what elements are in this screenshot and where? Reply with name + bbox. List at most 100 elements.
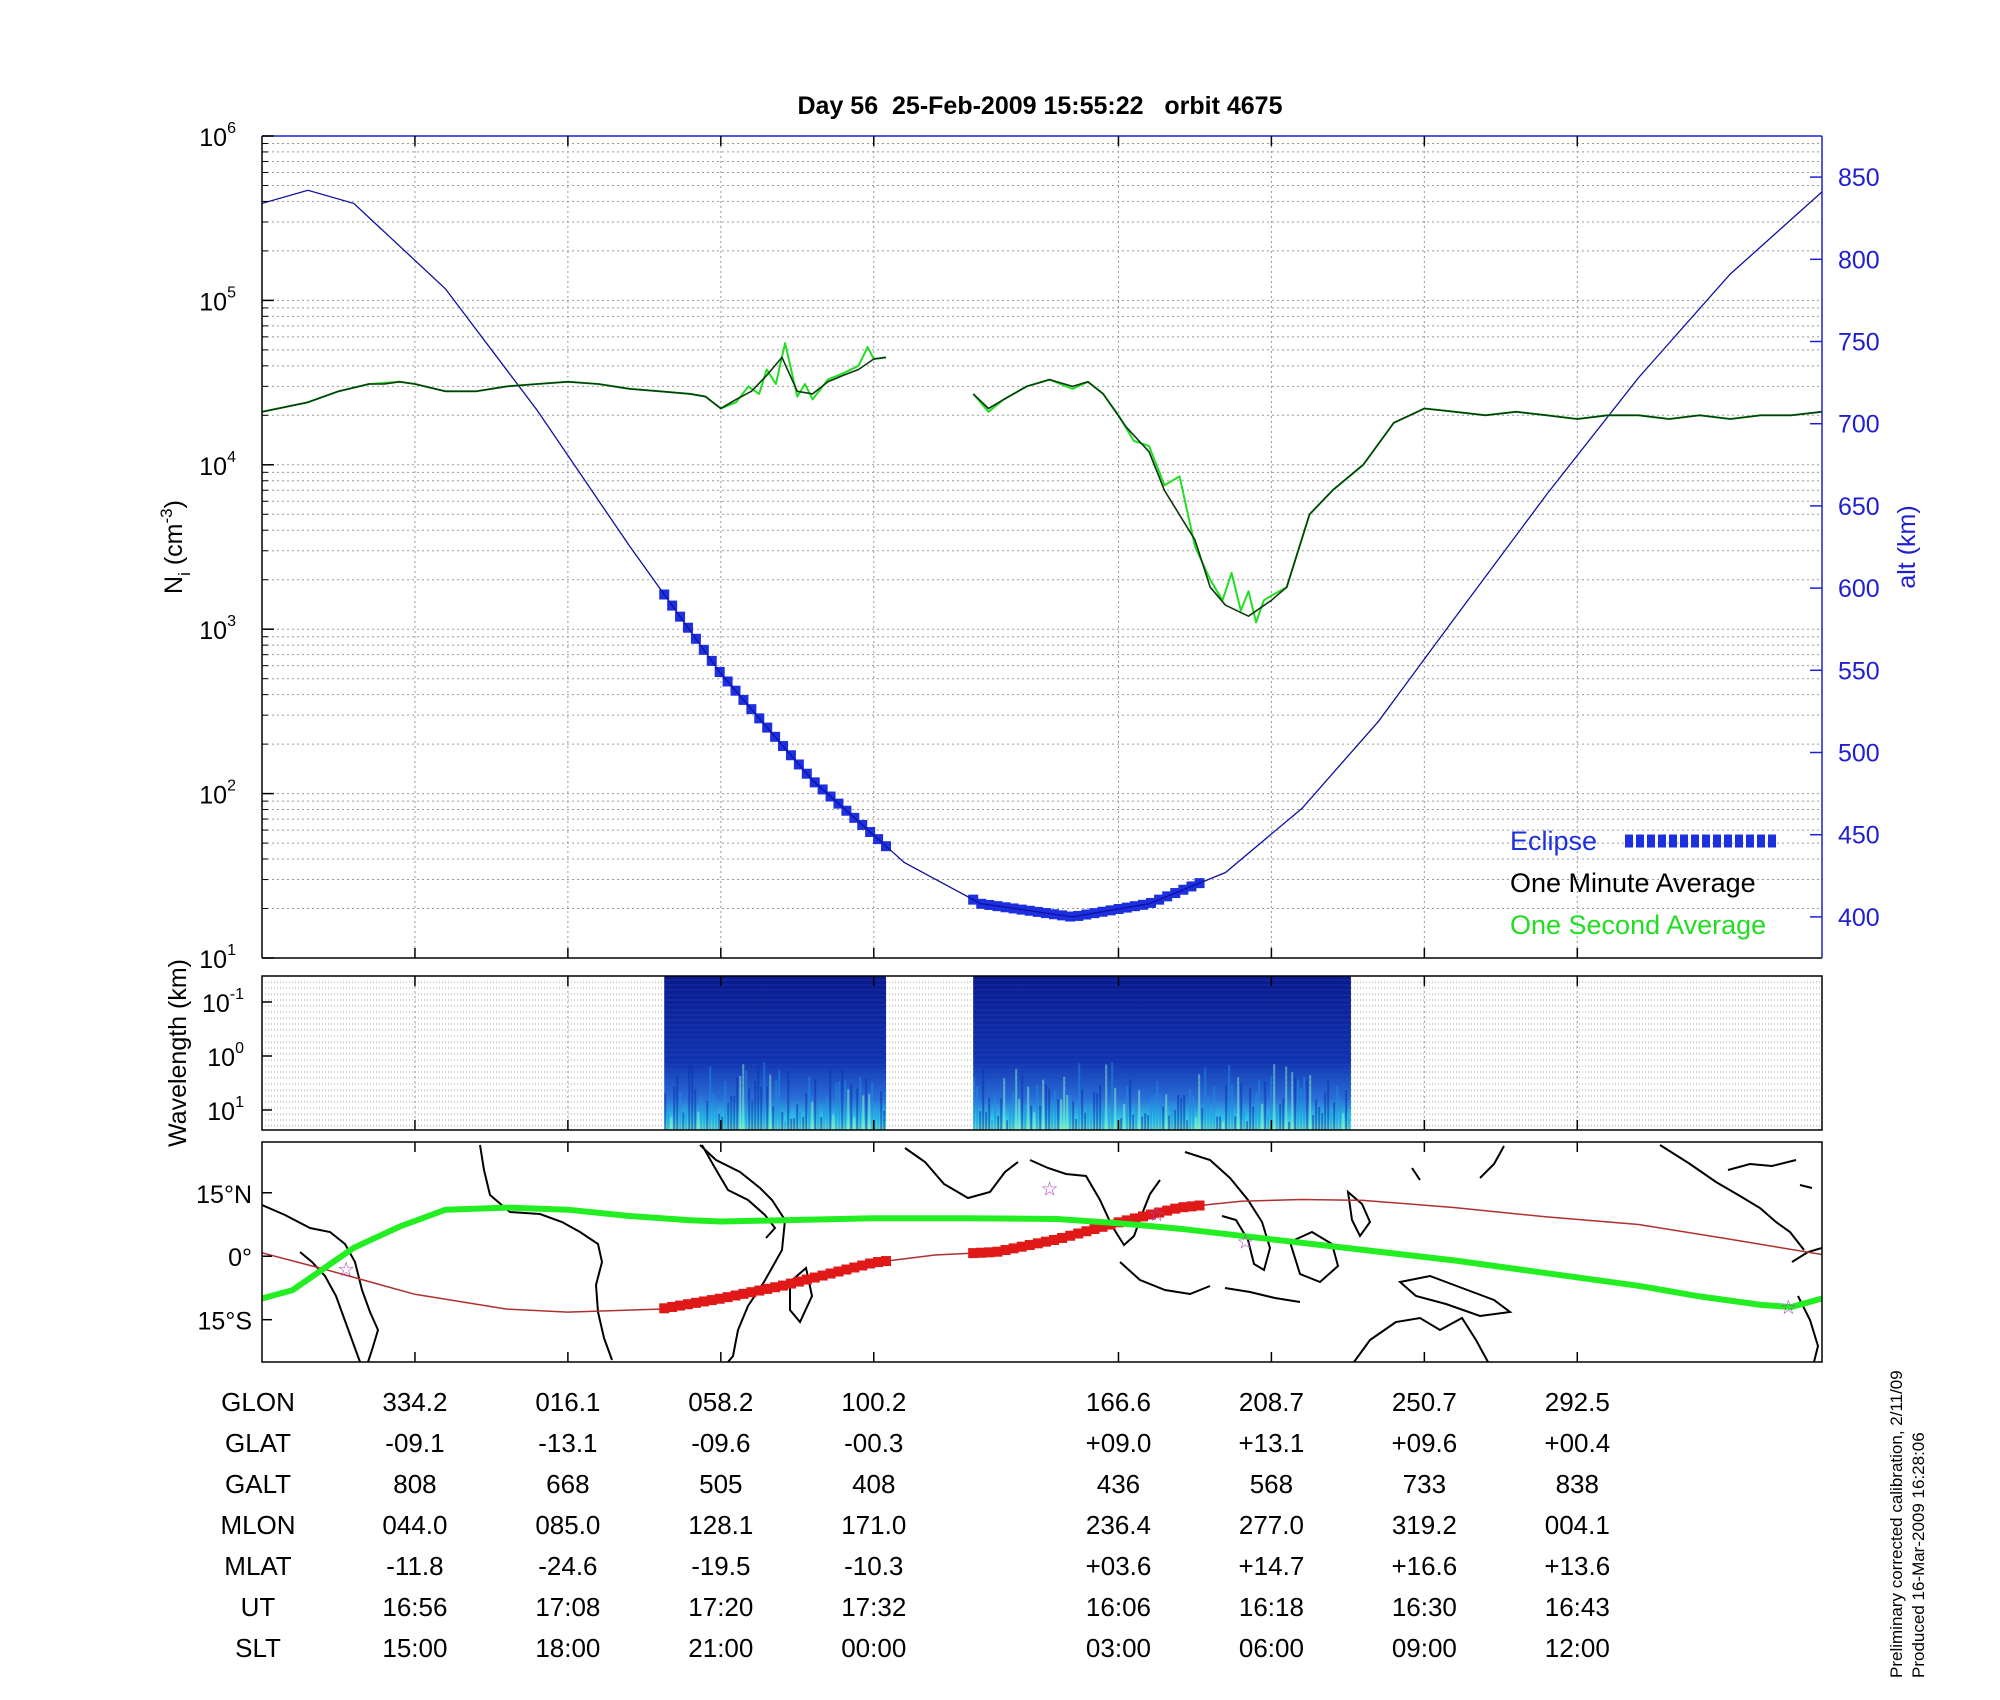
- spectrogram-column: [1003, 1078, 1006, 1130]
- ephemeris-cell: 03:00: [1086, 1633, 1151, 1663]
- wavelength-tick-label: 101: [207, 1094, 244, 1126]
- spectrogram-column: [781, 1111, 784, 1130]
- ephemeris-row-label: GLON: [221, 1387, 295, 1417]
- spectrogram-column: [772, 1106, 775, 1130]
- spectrogram-column: [745, 1070, 748, 1130]
- ytick-exponent: 4: [227, 449, 236, 466]
- track-eclipse-marker: [1146, 1209, 1157, 1220]
- spectrogram-column: [685, 1111, 688, 1130]
- spectrogram-column: [1327, 1080, 1330, 1130]
- spectrogram-column: [1036, 1084, 1039, 1130]
- ephemeris-row-label: UT: [241, 1592, 276, 1622]
- track-eclipse-marker: [730, 1290, 741, 1301]
- ephemeris-cell: +00.4: [1544, 1428, 1610, 1458]
- spectrogram-column: [1189, 1089, 1192, 1130]
- spectrogram-column: [1306, 1080, 1309, 1130]
- spectrogram-column: [1075, 1118, 1078, 1130]
- spectrogram-column: [1255, 1092, 1258, 1130]
- ephemeris-cell: +09.0: [1086, 1428, 1152, 1458]
- spectrogram-column: [1024, 1109, 1027, 1130]
- coastline-caribbean: [1727, 1159, 1813, 1189]
- spectrogram-column: [1051, 1098, 1054, 1130]
- ephemeris-cell: 808: [393, 1469, 436, 1499]
- coastline-south-america-east: [299, 1251, 361, 1362]
- spectrogram-column: [988, 1097, 991, 1130]
- ytick-right-label: 400: [1838, 904, 1880, 932]
- station-star-icon: ☆: [1041, 1179, 1059, 1201]
- track-eclipse-marker: [690, 1297, 701, 1308]
- latitude-tick-label: 15°N: [196, 1181, 252, 1209]
- track-eclipse-marker: [714, 1293, 725, 1304]
- spectrogram-column: [1210, 1111, 1213, 1130]
- spectrogram-column: [691, 1064, 694, 1130]
- spectrogram-column: [1207, 1097, 1210, 1130]
- ephemeris-cell: 277.0: [1239, 1510, 1304, 1540]
- spectrogram-column: [1150, 1097, 1153, 1130]
- ephemeris-cell: 568: [1250, 1469, 1293, 1499]
- ephemeris-row-label: SLT: [235, 1633, 281, 1663]
- spectrogram-column: [1159, 1094, 1162, 1130]
- spectrogram-column: [868, 1093, 871, 1130]
- coastline-south-america: [262, 1204, 380, 1362]
- ytick-exponent: 5: [227, 284, 236, 301]
- spectrogram-column: [760, 1086, 763, 1130]
- spectrogram-column: [859, 1076, 862, 1130]
- spectrogram-column: [808, 1076, 811, 1130]
- spectrogram-column: [1045, 1085, 1048, 1130]
- spectrogram-column: [982, 1068, 985, 1130]
- coastline-australia: [1353, 1316, 1489, 1362]
- spectrogram-column: [1300, 1088, 1303, 1130]
- legend-one-second: One Second Average: [1510, 910, 1766, 940]
- spectrogram-column: [1192, 1096, 1195, 1130]
- magnetic-equator-line: [262, 1204, 1822, 1311]
- spectrogram-column: [1177, 1094, 1180, 1130]
- ytick-base: 10: [199, 617, 227, 645]
- ytick-right-label: 550: [1838, 657, 1880, 685]
- spectrogram-column: [1276, 1108, 1279, 1130]
- ytick-label: 104: [199, 449, 236, 481]
- spectrogram-column: [670, 1117, 673, 1130]
- spectrogram-column: [1156, 1081, 1159, 1130]
- spectrogram-column: [1261, 1103, 1264, 1130]
- chart-title: Day 56 25-Feb-2009 15:55:22 orbit 4675: [798, 92, 1283, 120]
- spectrogram-column: [1246, 1121, 1249, 1130]
- track-eclipse-marker: [968, 1248, 979, 1259]
- spectrogram-column: [1027, 1086, 1030, 1130]
- spectrogram-column: [709, 1066, 712, 1130]
- spectrogram-column: [1282, 1098, 1285, 1130]
- track-eclipse-marker: [1073, 1228, 1084, 1239]
- track-eclipse-marker: [698, 1296, 709, 1307]
- spectrogram-column: [1231, 1083, 1234, 1130]
- spectrogram-column: [844, 1079, 847, 1130]
- spectrogram-column: [1342, 1113, 1345, 1130]
- ephemeris-cell: 044.0: [382, 1510, 447, 1540]
- altitude-line: [262, 189, 1822, 918]
- spectrogram-column: [769, 1074, 772, 1130]
- ephemeris-cell: 00:00: [841, 1633, 906, 1663]
- coastline-philippines: [1346, 1189, 1372, 1238]
- coastline-central-america: [1659, 1144, 1805, 1251]
- track-eclipse-marker: [984, 1247, 995, 1258]
- spectrogram-column: [1087, 1107, 1090, 1130]
- spectrogram-column: [724, 1081, 727, 1130]
- track-eclipse-marker: [682, 1299, 693, 1310]
- spectrogram-column: [1291, 1072, 1294, 1130]
- spectrogram-column: [1072, 1101, 1075, 1130]
- ephemeris-cell: 016.1: [535, 1387, 600, 1417]
- spectrogram-column: [1267, 1114, 1270, 1130]
- ephemeris-row-label: MLON: [220, 1510, 295, 1540]
- spectrogram-column: [778, 1069, 781, 1130]
- ephemeris-cell: -11.8: [386, 1551, 443, 1581]
- track-eclipse-marker: [825, 1268, 836, 1279]
- spectrogram-column: [1243, 1111, 1246, 1130]
- ephemeris-cell: 236.4: [1086, 1510, 1151, 1540]
- track-eclipse-marker: [770, 1282, 781, 1293]
- track-eclipse-marker: [1016, 1241, 1027, 1252]
- spectrogram-column: [1102, 1103, 1105, 1130]
- spectrogram-column: [1069, 1095, 1072, 1130]
- coastline-borneo: [1288, 1230, 1340, 1284]
- ytick-right-label: 850: [1838, 164, 1880, 192]
- spectrogram-column: [877, 1103, 880, 1130]
- spectrogram-column: [763, 1062, 766, 1130]
- ephemeris-cell: 17:20: [688, 1592, 753, 1622]
